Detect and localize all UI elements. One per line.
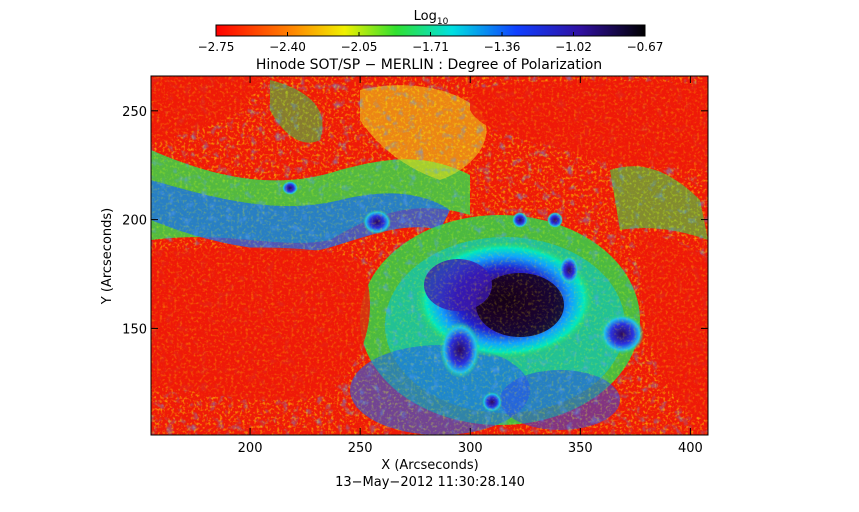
colorbar-tick-label: −2.75 — [198, 40, 235, 54]
y-tick-label: 250 — [122, 105, 147, 120]
colorbar-tick-label: −1.02 — [555, 40, 592, 54]
colorbar-tick-label: −2.05 — [341, 40, 378, 54]
colorbar-tick-label: −0.67 — [627, 40, 664, 54]
colorbar-tick-label: −2.40 — [269, 40, 306, 54]
colorbar-label: Log10 — [414, 9, 449, 27]
x-tick-label: 250 — [348, 441, 373, 456]
x-tick-label: 350 — [568, 441, 593, 456]
x-tick-label: 400 — [678, 441, 703, 456]
colorbar-tick-label: −1.71 — [412, 40, 449, 54]
colorbar-ticks: −2.75 −2.40 −2.05 −1.71 −1.36 −1.02 −0.67 — [198, 32, 664, 54]
polarization-map — [151, 76, 708, 435]
colorbar-tick-label: −1.36 — [484, 40, 521, 54]
x-axis-label: X (Arcseconds) — [381, 458, 478, 473]
colorbar: Log10 −2.75 −2.40 −2.05 −1.71 −1.36 −1.02 −0.6… — [198, 9, 664, 54]
plot-frame — [150, 75, 709, 436]
x-tick-label: 300 — [458, 441, 483, 456]
x-tick-label: 200 — [238, 441, 263, 456]
x-axis-ticks: 200 250 300 350 400 — [238, 76, 703, 456]
timestamp: 13−May−2012 11:30:28.140 — [335, 475, 525, 490]
y-axis-label: Y (Arcseconds) — [100, 208, 115, 305]
y-axis-ticks: 250 200 150 — [122, 105, 708, 337]
y-tick-label: 200 — [122, 214, 147, 229]
y-tick-label: 150 — [122, 322, 147, 337]
plot-title: Hinode SOT/SP − MERLIN : Degree of Polar… — [256, 57, 602, 73]
